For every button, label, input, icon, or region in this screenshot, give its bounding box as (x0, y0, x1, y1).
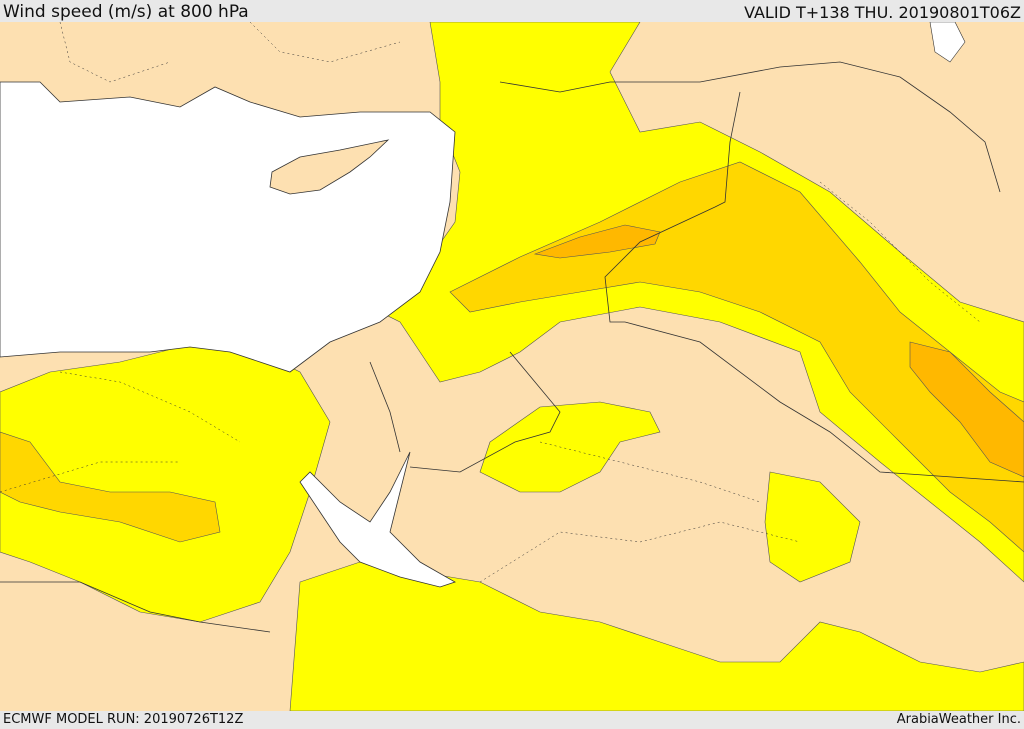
wind-band-yellow-west (0, 341, 331, 623)
red-sea (299, 451, 456, 588)
wind-band-gold (449, 161, 1024, 553)
map-title: Wind speed (m/s) at 800 hPa (3, 2, 249, 22)
valid-time-label: VALID T+138 THU. 20190801T06Z (744, 3, 1021, 22)
country-borders (0, 61, 1024, 633)
model-run-label: ECMWF MODEL RUN: 20190726T12Z (3, 712, 244, 727)
wind-band-gold-west (0, 431, 221, 543)
map-footer: ECMWF MODEL RUN: 20190726T12Z ArabiaWeat… (0, 711, 1024, 729)
wind-patch-yellow-central (479, 401, 661, 493)
map-canvas (0, 22, 1024, 711)
wind-band-orange-syria (533, 224, 661, 259)
cyprus-island (269, 139, 390, 195)
wind-speed-map (0, 22, 1024, 711)
province-borders (0, 22, 981, 583)
wind-band-orange-east (909, 341, 1024, 478)
wind-patch-yellow-east (764, 471, 861, 583)
wind-patch-yellow-south (289, 561, 1024, 711)
lake-north-east (929, 22, 966, 63)
map-header: Wind speed (m/s) at 800 hPa VALID T+138 … (0, 0, 1024, 22)
credit-label: ArabiaWeather Inc. (896, 712, 1021, 727)
